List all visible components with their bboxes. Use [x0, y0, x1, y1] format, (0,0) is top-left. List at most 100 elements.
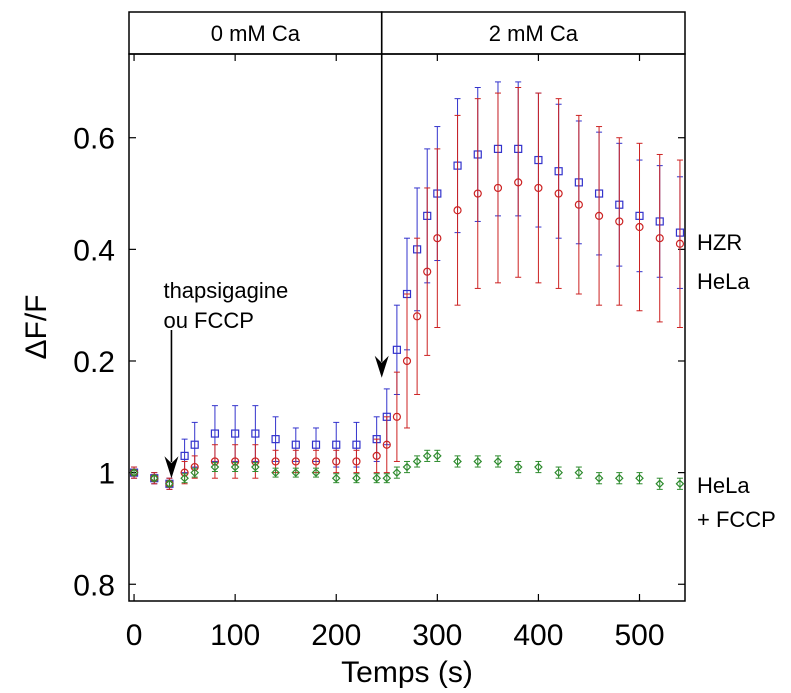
data-point: [574, 468, 584, 477]
data-point: [615, 217, 624, 226]
data-point: [291, 457, 300, 466]
data-point: [372, 451, 381, 460]
data-point: [514, 178, 523, 187]
condition-box-1: [128, 11, 383, 55]
data-point: [231, 429, 240, 438]
x-tick-label-100: 100: [210, 619, 260, 652]
series-label-hela-fccp: HeLa: [697, 473, 750, 498]
data-point: [311, 440, 321, 449]
data-point: [372, 473, 382, 483]
data-point: [413, 312, 422, 321]
data-series: [129, 81, 685, 490]
data-point: [352, 440, 361, 449]
data-point: [402, 356, 412, 366]
data-point: [594, 473, 604, 483]
series-hela-fccp: [129, 449, 685, 490]
y-axis-title: ΔF/F: [20, 294, 53, 359]
data-point: [382, 440, 391, 449]
data-point: [291, 468, 301, 477]
x-tick-label-400: 400: [513, 619, 563, 652]
series-label-hela-fccp: + FCCP: [697, 507, 776, 532]
data-point: [251, 429, 260, 438]
x-tick-label-300: 300: [412, 619, 462, 652]
series-label-hzr: HZR: [697, 230, 742, 255]
data-point: [594, 211, 604, 220]
data-point: [271, 457, 280, 466]
x-axis-title: Temps (s): [341, 656, 473, 689]
data-point: [635, 222, 644, 232]
data-point: [655, 479, 665, 489]
arrow-head-1: [164, 456, 179, 479]
data-point: [311, 457, 321, 466]
data-point: [230, 462, 240, 472]
data-point: [614, 473, 624, 483]
data-point: [412, 457, 422, 466]
data-point: [422, 451, 432, 461]
data-point: [574, 200, 583, 209]
x-tick-label-500: 500: [614, 619, 664, 652]
y-tick-label-2: 0.2: [73, 346, 115, 379]
data-point: [311, 468, 321, 477]
data-point: [392, 468, 402, 477]
data-point: [291, 440, 300, 449]
data-point: [493, 457, 503, 466]
data-point: [382, 473, 392, 483]
series-labels: HZR HeLa HeLa + FCCP: [697, 230, 776, 532]
data-point: [453, 457, 462, 466]
data-point: [554, 468, 563, 477]
y-tick-label-4: 0.6: [73, 123, 115, 156]
condition-label-0-mm-ca: 0 mM Ca: [211, 21, 301, 46]
x-tick-label-0: 0: [126, 619, 143, 652]
data-point: [271, 468, 280, 477]
arrow-head-2: [374, 355, 389, 378]
data-point: [352, 473, 361, 483]
data-point: [180, 473, 189, 483]
data-point: [129, 468, 139, 477]
data-point: [534, 183, 543, 193]
annotation-text-line-1: thapsigagine: [163, 278, 288, 303]
data-point: [392, 412, 401, 421]
data-point: [352, 457, 361, 466]
data-point: [402, 462, 412, 472]
data-point: [453, 206, 462, 215]
data-point: [635, 473, 644, 483]
series-label-hela: HeLa: [697, 269, 750, 294]
annotations: thapsigagine ou FCCP: [163, 12, 389, 479]
data-point: [392, 345, 401, 354]
data-point: [190, 440, 199, 449]
data-point: [534, 462, 543, 472]
condition-label-2-mm-ca: 2 mM Ca: [489, 21, 579, 46]
data-point: [675, 479, 685, 489]
condition-bands: 0 mM Ca 2 mM Ca: [128, 11, 686, 55]
data-point: [432, 451, 442, 461]
data-point: [165, 479, 174, 489]
condition-box-2: [380, 11, 686, 55]
data-point: [332, 440, 341, 449]
data-point: [433, 234, 442, 243]
data-point: [332, 457, 341, 466]
plot-area: [128, 53, 686, 602]
data-point: [210, 462, 220, 472]
data-point: [423, 267, 432, 276]
x-tick-label-200: 200: [311, 619, 361, 652]
data-point: [473, 457, 483, 466]
data-point: [493, 183, 503, 193]
axis-ticks: 0 100 200 300 400 500 0.8 1 0.2 0.4 0.6: [73, 54, 685, 652]
data-point: [331, 473, 341, 483]
data-point: [655, 234, 664, 243]
data-point: [271, 435, 280, 444]
data-point: [149, 473, 159, 483]
data-point: [513, 462, 523, 472]
data-point: [190, 468, 200, 477]
y-tick-label-1: 1: [98, 458, 115, 491]
data-point: [210, 429, 220, 438]
data-point: [473, 189, 482, 198]
y-tick-label-0: 0.8: [73, 569, 115, 602]
annotation-text-line-2: ou FCCP: [163, 308, 253, 333]
data-point: [180, 451, 189, 460]
data-point: [675, 239, 685, 248]
data-point: [554, 189, 563, 198]
y-tick-label-3: 0.4: [73, 234, 115, 267]
data-point: [251, 462, 260, 472]
